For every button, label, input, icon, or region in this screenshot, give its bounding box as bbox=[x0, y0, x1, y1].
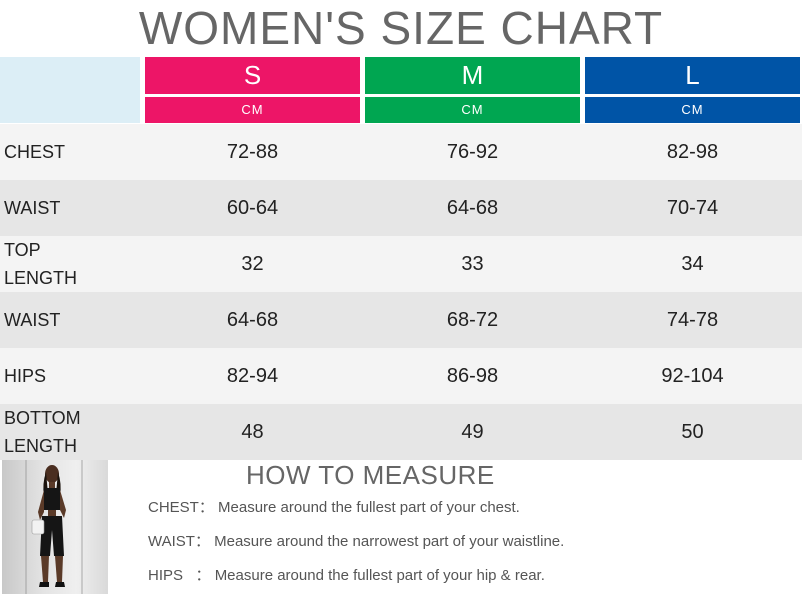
table-cell: 74-78 bbox=[666, 308, 719, 331]
model-figure-icon bbox=[25, 460, 83, 594]
table-cell: 82-94 bbox=[226, 364, 279, 387]
table-cell: 64-68 bbox=[226, 308, 279, 331]
table-cell: 76-92 bbox=[446, 140, 499, 163]
table-cell: 86-98 bbox=[446, 364, 499, 387]
row-label: BOTTOM LENGTH bbox=[4, 408, 81, 456]
size-header-l: L bbox=[585, 57, 800, 94]
table-row: TOP LENGTH 32 33 34 bbox=[0, 236, 802, 292]
header-corner-cell bbox=[0, 57, 140, 123]
table-cell: 64-68 bbox=[446, 196, 499, 219]
row-label: TOP LENGTH bbox=[4, 240, 78, 288]
measure-term: HIPS ： bbox=[148, 567, 211, 584]
table-row: BOTTOM LENGTH 48 49 50 bbox=[0, 404, 802, 460]
table-cell: 48 bbox=[241, 420, 264, 443]
table-cell: 32 bbox=[241, 252, 264, 275]
measure-waist-line: WAIST： Measure around the narrowest part… bbox=[148, 532, 564, 552]
row-label: HIPS bbox=[4, 366, 47, 386]
measure-hips-line: HIPS ： Measure around the fullest part o… bbox=[148, 566, 545, 586]
table-cell: 70-74 bbox=[666, 196, 719, 219]
table-cell: 92-104 bbox=[661, 364, 724, 387]
table-cell: 60-64 bbox=[226, 196, 279, 219]
table-cell: 34 bbox=[681, 252, 704, 275]
table-cell: 49 bbox=[461, 420, 484, 443]
unit-header-m: CM bbox=[365, 97, 580, 123]
size-header-m: M bbox=[365, 57, 580, 94]
table-row: WAIST 60-64 64-68 70-74 bbox=[0, 180, 802, 236]
model-photo bbox=[2, 460, 108, 594]
table-cell: 50 bbox=[681, 420, 704, 443]
table-row: WAIST 64-68 68-72 74-78 bbox=[0, 292, 802, 348]
row-label: CHEST bbox=[4, 142, 66, 162]
table-row: CHEST 72-88 76-92 82-98 bbox=[0, 124, 802, 180]
table-cell: 82-98 bbox=[666, 140, 719, 163]
how-to-measure-title: HOW TO MEASURE bbox=[246, 460, 495, 490]
measure-text: Measure around the fullest part of your … bbox=[218, 499, 520, 516]
measure-chest-line: CHEST： Measure around the fullest part o… bbox=[148, 498, 520, 518]
page-title: WOMEN'S SIZE CHART bbox=[138, 2, 664, 54]
measure-term: CHEST： bbox=[148, 499, 214, 516]
unit-header-s: CM bbox=[145, 97, 360, 123]
measure-term: WAIST： bbox=[148, 533, 210, 550]
measure-text: Measure around the fullest part of your … bbox=[214, 567, 545, 584]
table-cell: 72-88 bbox=[226, 140, 279, 163]
unit-header-l: CM bbox=[585, 97, 800, 123]
row-label: WAIST bbox=[4, 198, 61, 218]
row-label: WAIST bbox=[4, 310, 61, 330]
table-cell: 68-72 bbox=[446, 308, 499, 331]
size-header-s: S bbox=[145, 57, 360, 94]
table-row: HIPS 82-94 86-98 92-104 bbox=[0, 348, 802, 404]
measure-text: Measure around the narrowest part of you… bbox=[214, 533, 565, 550]
table-cell: 33 bbox=[461, 252, 484, 275]
